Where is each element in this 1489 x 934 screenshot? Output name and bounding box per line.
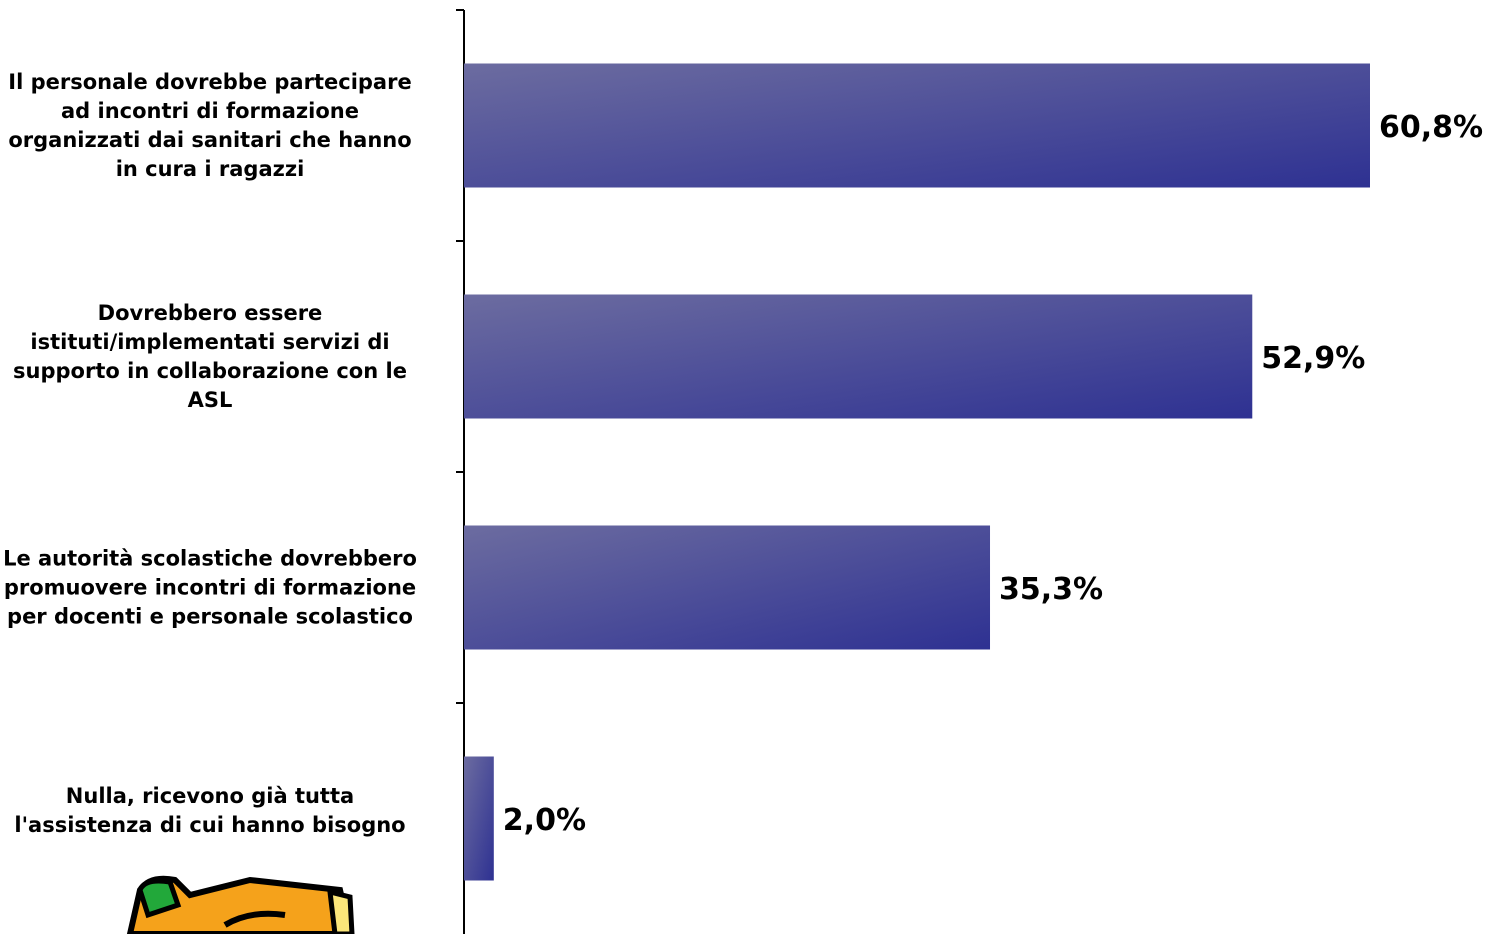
category-label: Dovrebbero essere istituti/implementati … xyxy=(13,300,407,412)
bar xyxy=(464,63,1370,188)
bar xyxy=(464,294,1253,419)
category-label: Il personale dovrebbe partecipare ad inc… xyxy=(8,69,412,181)
bar xyxy=(464,756,494,881)
category-label: Nulla, ricevono già tutta l'assistenza d… xyxy=(14,783,406,837)
value-label: 52,9% xyxy=(1261,341,1365,376)
category-label: Le autorità scolastiche dovrebbero promu… xyxy=(3,546,417,628)
value-label: 2,0% xyxy=(503,803,586,838)
value-label: 35,3% xyxy=(999,572,1103,607)
bar xyxy=(464,525,991,650)
clip-art xyxy=(126,875,355,934)
value-label: 60,8% xyxy=(1379,110,1483,145)
